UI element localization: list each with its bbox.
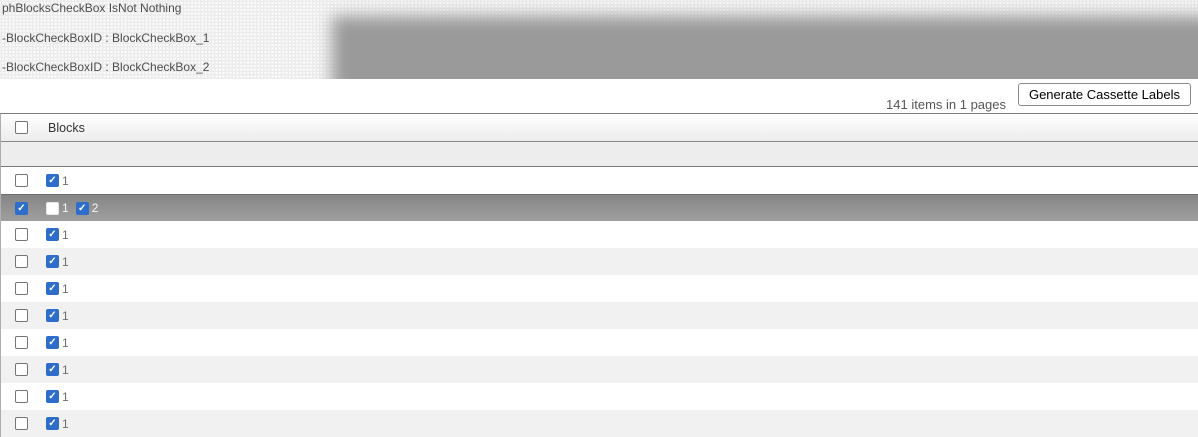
block-label: 1 (62, 227, 69, 242)
blocks-grid: Blocks ✓ 1 ✓ 1 ✓ 2 ✓ 1 ✓ 1 ✓ 1 ✓ 1 (0, 113, 1198, 437)
block-checkbox[interactable]: ✓ (46, 255, 59, 268)
select-all-checkbox[interactable] (15, 121, 28, 134)
row-select-cell (1, 309, 39, 322)
block-checkbox-group: ✓ 1 (46, 309, 69, 323)
block-checkbox[interactable]: ✓ (46, 390, 59, 403)
blocks-column-header: Blocks (48, 120, 85, 135)
items-count-summary: 141 items in 1 pages (886, 97, 1006, 112)
block-label: 1 (62, 389, 69, 404)
block-checkbox[interactable]: ✓ (46, 336, 59, 349)
blocks-cell: 1 ✓ 2 (39, 201, 1198, 215)
block-checkbox[interactable]: ✓ (46, 228, 59, 241)
block-label: 1 (62, 281, 69, 296)
debug-panel: phBlocksCheckBox IsNot Nothing -BlockChe… (0, 0, 1198, 79)
block-checkbox[interactable] (46, 201, 59, 215)
grid-filter-row (1, 142, 1198, 167)
row-select-cell (1, 228, 39, 241)
block-checkbox-group: ✓ 2 (75, 201, 99, 215)
table-row[interactable]: ✓ 1 (1, 410, 1198, 437)
block-checkbox[interactable]: ✓ (46, 417, 59, 430)
row-select-cell (1, 417, 39, 430)
table-row[interactable]: ✓ 1 (1, 356, 1198, 383)
block-checkbox[interactable]: ✓ (46, 309, 59, 322)
table-row[interactable]: ✓ 1 (1, 275, 1198, 302)
row-select-checkbox[interactable] (15, 174, 28, 187)
blocks-cell: ✓ 1 (39, 390, 1198, 404)
blocks-cell: ✓ 1 (39, 309, 1198, 323)
toolbar: 141 items in 1 pages Generate Cassette L… (0, 79, 1198, 113)
block-checkbox[interactable]: ✓ (46, 174, 59, 187)
table-row[interactable]: ✓ 1 (1, 248, 1198, 275)
block-checkbox-group: ✓ 1 (46, 363, 69, 377)
block-label: 1 (62, 308, 69, 323)
generate-cassette-labels-button[interactable]: Generate Cassette Labels (1017, 83, 1191, 106)
block-checkbox[interactable]: ✓ (75, 201, 89, 215)
table-row[interactable]: ✓ 1 (1, 302, 1198, 329)
header-blocks-cell: Blocks (39, 121, 1198, 135)
blocks-cell: ✓ 1 (39, 255, 1198, 269)
table-row[interactable]: ✓ 1 (1, 221, 1198, 248)
block-checkbox[interactable]: ✓ (46, 363, 59, 376)
blocks-cell: ✓ 1 (39, 228, 1198, 242)
table-row[interactable]: ✓ 1 (1, 383, 1198, 410)
row-select-checkbox[interactable] (15, 363, 28, 376)
gray-overlay-blob (332, 16, 1198, 79)
block-label: 1 (62, 201, 69, 215)
row-select-cell (1, 363, 39, 376)
row-select-checkbox[interactable] (15, 282, 28, 295)
block-label: 1 (62, 173, 69, 188)
debug-line: -BlockCheckBoxID : BlockCheckBox_1 (2, 31, 210, 45)
blocks-cell: ✓ 1 (39, 174, 1198, 188)
row-select-checkbox[interactable] (15, 255, 28, 268)
row-select-cell (1, 390, 39, 403)
row-select-cell (1, 255, 39, 268)
block-label: 1 (62, 254, 69, 269)
block-label: 1 (62, 416, 69, 431)
debug-line: -BlockCheckBoxID : BlockCheckBox_2 (2, 60, 210, 74)
row-select-cell (1, 282, 39, 295)
table-row[interactable]: ✓ 1 (1, 167, 1198, 194)
header-select-cell (1, 121, 39, 134)
block-label: 2 (91, 201, 99, 215)
row-select-cell: ✓ (1, 201, 39, 215)
row-select-checkbox[interactable] (15, 309, 28, 322)
block-checkbox-group: ✓ 1 (46, 174, 69, 188)
row-select-checkbox[interactable] (15, 228, 28, 241)
row-select-checkbox[interactable] (15, 336, 28, 349)
block-checkbox-group: ✓ 1 (46, 255, 69, 269)
block-label: 1 (62, 335, 69, 350)
row-select-checkbox[interactable] (15, 390, 28, 403)
table-row[interactable]: ✓ 1 ✓ 2 (1, 194, 1198, 221)
row-select-cell (1, 336, 39, 349)
row-select-checkbox[interactable] (15, 417, 28, 430)
block-checkbox-group: ✓ 1 (46, 228, 69, 242)
block-checkbox-group: ✓ 1 (46, 336, 69, 350)
blocks-cell: ✓ 1 (39, 363, 1198, 377)
block-checkbox[interactable]: ✓ (46, 282, 59, 295)
table-row[interactable]: ✓ 1 (1, 329, 1198, 356)
blocks-cell: ✓ 1 (39, 336, 1198, 350)
debug-line: phBlocksCheckBox IsNot Nothing (2, 1, 182, 15)
row-select-checkbox[interactable]: ✓ (15, 201, 28, 215)
block-checkbox-group: ✓ 1 (46, 282, 69, 296)
block-checkbox-group: ✓ 1 (46, 390, 69, 404)
row-select-cell (1, 174, 39, 187)
grid-header-row: Blocks (1, 114, 1198, 142)
block-checkbox-group: 1 (46, 201, 69, 215)
blocks-cell: ✓ 1 (39, 417, 1198, 431)
table-body: ✓ 1 ✓ 1 ✓ 2 ✓ 1 ✓ 1 ✓ 1 ✓ 1 ✓ 1 ✓ 1 (1, 167, 1198, 437)
block-label: 1 (62, 362, 69, 377)
blocks-cell: ✓ 1 (39, 282, 1198, 296)
block-checkbox-group: ✓ 1 (46, 417, 69, 431)
